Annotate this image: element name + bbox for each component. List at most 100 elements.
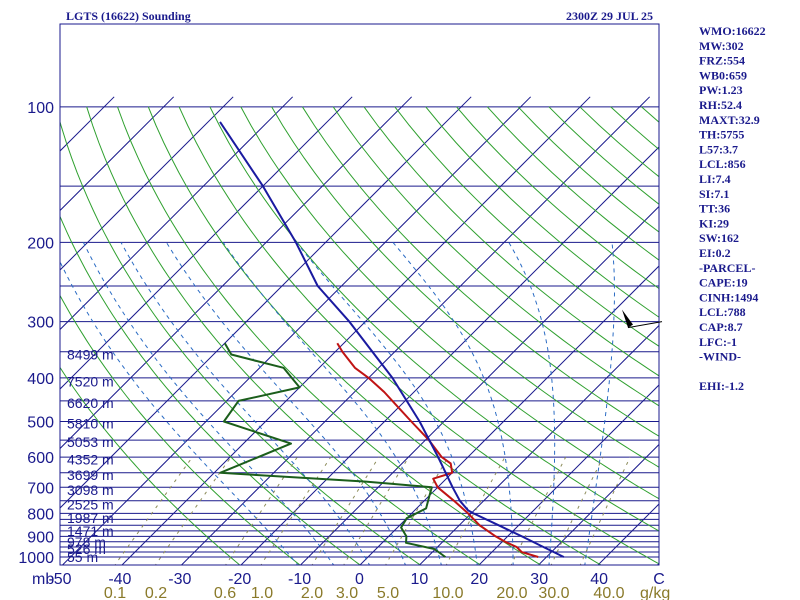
- stat-line: CINH:1494: [699, 290, 758, 304]
- pressure-tick-label: 800: [27, 506, 54, 523]
- dry-adiabat-line: [456, 106, 659, 290]
- height-label: 5053 m: [67, 434, 114, 450]
- mixing-ratio-line: [311, 456, 380, 565]
- dry-adiabat-line: [363, 106, 659, 377]
- dry-adiabat-line: [60, 215, 362, 565]
- dry-adiabat-line: [240, 106, 659, 500]
- pressure-tick-label: 300: [27, 315, 54, 332]
- isotherm-line: [60, 96, 234, 271]
- stat-line: MW:302: [699, 39, 744, 53]
- stat-line: FRZ:554: [699, 54, 745, 68]
- mixing-ratio-tick-label: 40.0: [593, 585, 624, 600]
- dry-adiabat-line: [60, 294, 301, 565]
- dry-adiabat-line: [178, 106, 659, 565]
- stat-line: TT:36: [699, 202, 730, 216]
- wind-barbs: [622, 309, 663, 329]
- isotherm-line: [537, 443, 659, 565]
- stat-line: MAXT:32.9: [699, 113, 760, 127]
- stat-line: CAP:8.7: [699, 320, 743, 334]
- mixing-ratio-tick-label: 20.0: [496, 585, 527, 600]
- pressure-tick-label: 600: [27, 450, 54, 467]
- temperature-tick-label: 40: [590, 571, 608, 588]
- isotherm-line: [180, 96, 651, 565]
- series-layer: [219, 121, 565, 558]
- mixing-ratio-line: [445, 456, 506, 565]
- stat-line: SW:162: [699, 231, 739, 245]
- temperature-profile: [336, 342, 539, 558]
- stat-line: RH:52.4: [699, 98, 742, 112]
- height-label: 1471 m: [67, 523, 114, 539]
- height-label: 5810 m: [67, 415, 114, 431]
- mixing-ratio-tick-label: 1.0: [251, 585, 273, 600]
- isotherm-line: [359, 265, 659, 565]
- stat-line: EHI:-1.2: [699, 379, 744, 393]
- height-label: 4352 m: [67, 452, 114, 468]
- dry-adiabat-line: [301, 106, 659, 437]
- mixing-ratio-line: [154, 456, 232, 565]
- mixing-ratio-tick-label: 3.0: [336, 585, 358, 600]
- dry-adiabat-line: [394, 106, 659, 347]
- sounding-title: LGTS (16622) Sounding: [66, 9, 191, 23]
- temperature-tick-label: -50: [48, 571, 71, 588]
- mixing-ratio-tick-label: 30.0: [538, 585, 569, 600]
- temperature-tick-label: 0: [355, 571, 364, 588]
- pressure-tick-label: 200: [27, 235, 54, 252]
- height-label: 1987 m: [67, 510, 114, 526]
- sounding-time: 2300Z 29 JUL 25: [566, 9, 653, 23]
- dry-adiabat-line: [486, 106, 659, 261]
- temperature-tick-label: -30: [168, 571, 191, 588]
- dry-adiabat-line: [271, 106, 659, 468]
- stat-line: CAPE:19: [699, 276, 748, 290]
- temperature-tick-label: -20: [228, 571, 251, 588]
- isotherm-line: [240, 146, 659, 565]
- isotherm-line: [60, 96, 353, 390]
- temperature-tick-label: C: [653, 571, 665, 588]
- stat-line: LI:7.4: [699, 172, 731, 186]
- stat-line: LCL:788: [699, 305, 746, 319]
- mixing-ratio-line: [550, 456, 604, 565]
- dry-adiabat-line: [60, 120, 422, 565]
- pressure-tick-label: 100: [27, 100, 54, 117]
- mixing-ratio-tick-label: 10.0: [432, 585, 463, 600]
- stat-line: -PARCEL-: [699, 261, 755, 275]
- isotherm-line: [60, 96, 175, 212]
- stat-line: L57:3.7: [699, 142, 738, 156]
- dry-adiabat-line: [147, 106, 602, 565]
- mixing-ratio-line: [260, 456, 332, 565]
- isotherm-line: [299, 205, 659, 565]
- isotherm-line: [418, 324, 659, 565]
- temperature-tick-label: -10: [288, 571, 311, 588]
- dry-adiabat-line: [579, 106, 659, 178]
- dewpoint-profile: [219, 342, 446, 558]
- plot-frame: [59, 23, 660, 566]
- height-label: 978 m: [67, 534, 106, 550]
- stat-line: TH:5755: [699, 128, 744, 142]
- pressure-tick-label: 900: [27, 529, 54, 546]
- mixing-ratio-line: [385, 456, 449, 565]
- height-label: 7520 m: [67, 374, 114, 390]
- mixing-ratio-unit-label: g/kg: [640, 585, 670, 600]
- pressure-tick-label: 500: [27, 415, 54, 432]
- height-label: 6620 m: [67, 395, 114, 411]
- moist-adiabat-line: [296, 242, 478, 565]
- moist-adiabat-line: [165, 242, 406, 565]
- grid-layer: [60, 96, 659, 565]
- stat-line: LCL:856: [699, 157, 746, 171]
- dry-adiabat-line: [60, 366, 241, 565]
- stat-line: -WIND-: [699, 350, 741, 364]
- moist-adiabat-line: [60, 260, 299, 565]
- mixing-ratio-line: [224, 456, 298, 565]
- temperature-tick-label: 30: [530, 571, 548, 588]
- pressure-unit-label: mb: [32, 571, 54, 588]
- mixing-ratio-tick-labels: 0.1 0.2 0.6 1.0 2.0 3.0 5.0 10.0 20.0 30.0 40.0: [104, 585, 625, 600]
- stat-line: SI:7.1: [699, 187, 729, 201]
- pressure-tick-label: 1000: [18, 550, 54, 567]
- dry-adiabat-line: [548, 106, 659, 205]
- moist-adiabat-line: [120, 242, 371, 565]
- pressure-tick-labels: 100 200 300 400 500 600 700 800 900 1000: [18, 100, 54, 567]
- stat-line: EI:0.2: [699, 246, 731, 260]
- temperature-tick-label: 20: [470, 571, 488, 588]
- temperature-tick-label: -40: [108, 571, 131, 588]
